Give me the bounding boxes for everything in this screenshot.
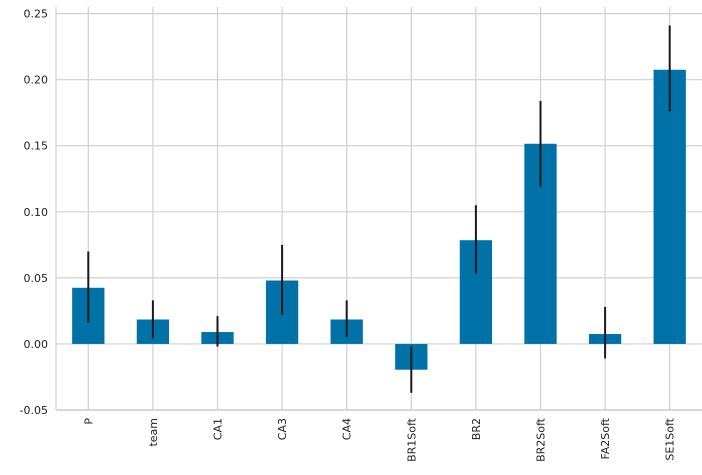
- y-tick-label: 0.25: [24, 8, 49, 21]
- x-tick-label: P: [82, 418, 95, 425]
- x-tick-label: CA4: [341, 418, 354, 440]
- y-tick-label: 0.00: [24, 338, 49, 351]
- bars: [72, 69, 686, 370]
- x-tick-label: BR1Soft: [405, 417, 418, 462]
- x-tick-label: CA1: [212, 418, 225, 440]
- y-tick-label: 0.05: [24, 272, 49, 285]
- x-tick-label: BR2: [470, 418, 483, 440]
- y-tick-label: 0.10: [24, 206, 49, 219]
- error-bars: [87, 25, 671, 393]
- x-tick-label: FA2Soft: [599, 417, 612, 459]
- x-tick-label: SE1Soft: [664, 417, 677, 460]
- bar-SE1Soft: [653, 69, 686, 344]
- x-tick-label: CA3: [276, 418, 289, 440]
- x-tick-label: BR2Soft: [535, 417, 548, 462]
- x-tick-label: team: [147, 418, 160, 447]
- y-tick-label: 0.15: [24, 140, 49, 153]
- y-tick-label: -0.05: [20, 404, 48, 417]
- y-axis-ticks: -0.05 0.00 0.05 0.10 0.15 0.20 0.25: [20, 8, 48, 417]
- y-tick-label: 0.20: [24, 74, 49, 87]
